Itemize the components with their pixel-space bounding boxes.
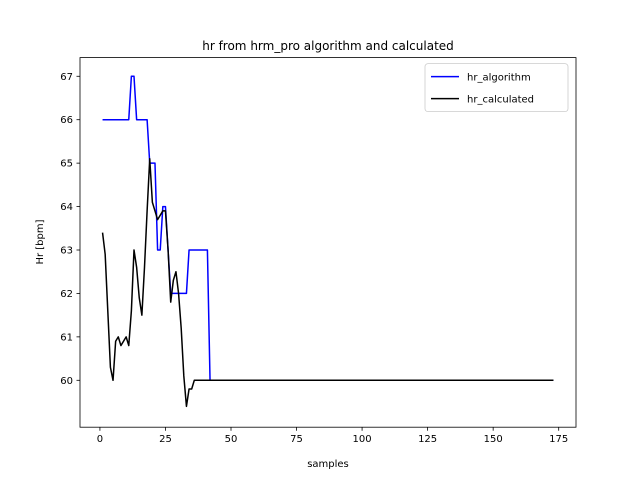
plot-area bbox=[101, 75, 554, 408]
x-axis: 0 25 50 75 100 125 150 175 bbox=[97, 427, 568, 445]
y-tick-label: 67 bbox=[60, 72, 73, 83]
plot-frame bbox=[79, 57, 577, 428]
x-tick-label: 150 bbox=[484, 434, 503, 445]
x-tick-label: 100 bbox=[353, 434, 372, 445]
x-tick-label: 175 bbox=[549, 434, 568, 445]
x-tick-label: 25 bbox=[159, 434, 172, 445]
y-axis-label: Hr [bpm] bbox=[35, 219, 46, 264]
legend-box bbox=[424, 63, 569, 112]
y-tick-label: 65 bbox=[60, 159, 73, 170]
legend-label-hr-calculated: hr_calculated bbox=[467, 95, 534, 106]
x-axis-label: samples bbox=[307, 459, 349, 470]
x-tick-label: 50 bbox=[225, 434, 238, 445]
x-tick-label: 0 bbox=[97, 434, 103, 445]
y-tick-label: 60 bbox=[60, 376, 73, 387]
legend: hr_algorithm hr_calculated bbox=[424, 63, 569, 112]
x-tick-label: 75 bbox=[290, 434, 303, 445]
y-tick-label: 64 bbox=[60, 202, 73, 213]
legend-label-hr-algorithm: hr_algorithm bbox=[467, 73, 531, 84]
series-line-hr-calculated bbox=[101, 158, 554, 408]
y-axis: 60 61 62 63 64 65 66 67 bbox=[60, 72, 80, 387]
y-tick-label: 61 bbox=[60, 332, 73, 343]
x-tick-label: 125 bbox=[418, 434, 437, 445]
chart-title: hr from hrm_pro algorithm and calculated bbox=[202, 39, 454, 53]
y-tick-label: 63 bbox=[60, 246, 73, 257]
y-tick-label: 62 bbox=[60, 289, 73, 300]
y-tick-label: 66 bbox=[60, 115, 73, 126]
